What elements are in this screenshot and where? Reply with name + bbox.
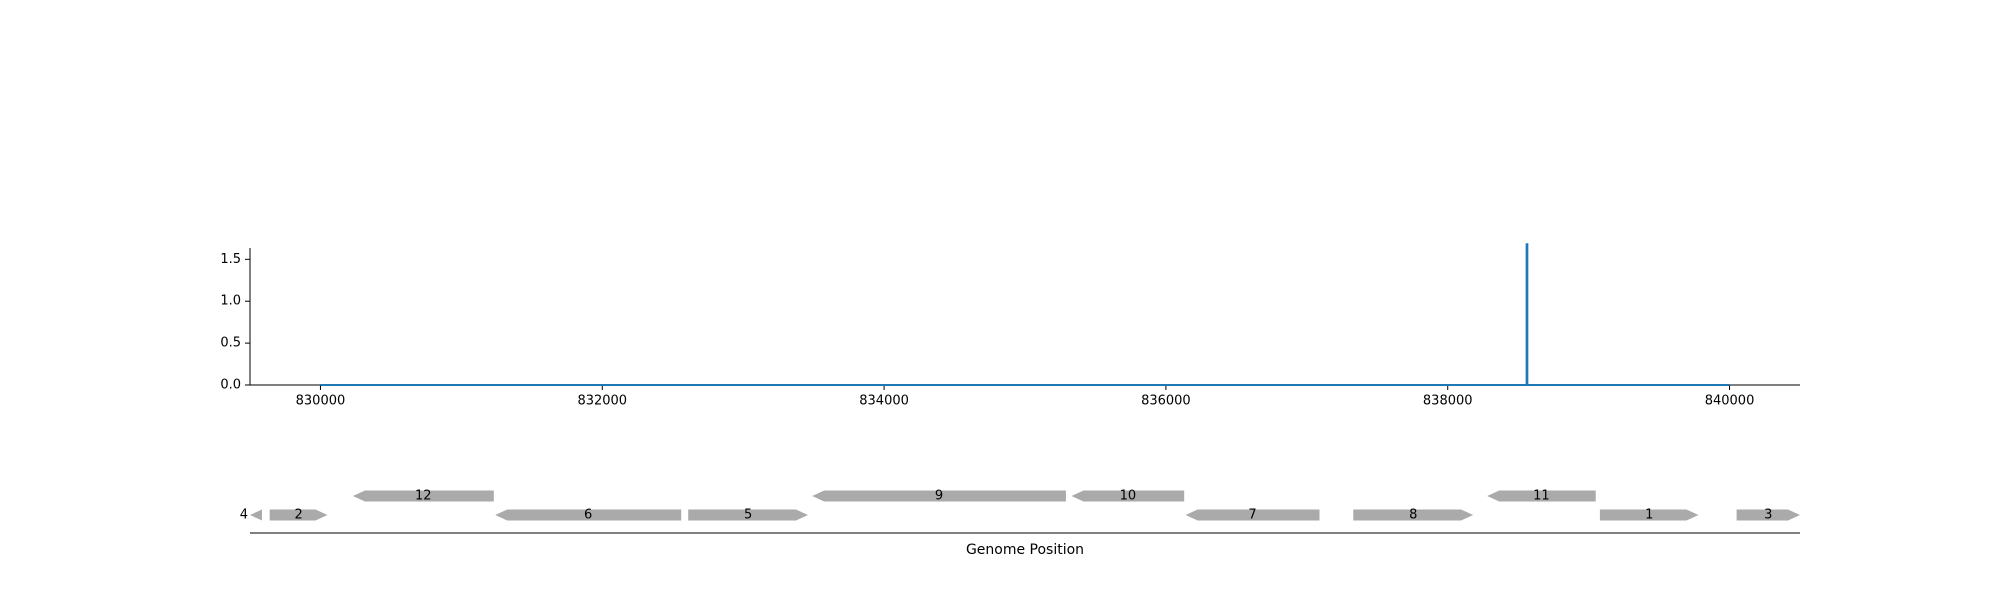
gene-arrow — [1185, 509, 1320, 521]
gene-label: 12 — [415, 489, 432, 504]
y-ticks: 0.0 0.5 1.0 1.5 — [220, 252, 250, 393]
gene-label: 5 — [744, 508, 752, 523]
y-tick-label: 1.0 — [220, 294, 241, 309]
x-tick-label: 838000 — [1423, 394, 1473, 409]
gene-1: 1 — [1599, 508, 1699, 523]
gene-arrow — [352, 490, 494, 502]
gene-10: 10 — [1071, 489, 1185, 504]
gene-arrow — [1353, 509, 1474, 521]
gene-label: 9 — [935, 489, 943, 504]
gene-label: 11 — [1533, 489, 1550, 504]
x-tick-label: 830000 — [296, 394, 346, 409]
gene-11: 11 — [1487, 489, 1596, 504]
gene-arrow — [688, 509, 808, 521]
gene-track-x-axis-label: Genome Position — [966, 542, 1084, 558]
gene-arrow — [1736, 509, 1800, 521]
gene-3: 3 — [1736, 508, 1800, 523]
gene-12: 12 — [352, 489, 494, 504]
gene-label: 8 — [1409, 508, 1417, 523]
gene-label: 1 — [1645, 508, 1653, 523]
gene-5: 5 — [688, 508, 808, 523]
gene-arrow — [1071, 490, 1185, 502]
y-tick-label: 0.0 — [220, 378, 241, 393]
gene-8: 8 — [1353, 508, 1474, 523]
coverage-series-line — [320, 243, 1730, 386]
gene-arrow — [1487, 490, 1596, 502]
gene-arrow — [1599, 509, 1699, 521]
x-tick-label: 840000 — [1705, 394, 1755, 409]
gene-label: 6 — [584, 508, 592, 523]
gene-label: 3 — [1764, 508, 1772, 523]
gene-6: 6 — [495, 508, 682, 523]
gene-label: 2 — [294, 508, 302, 523]
gene-arrow — [269, 509, 328, 521]
gene-arrow — [812, 490, 1066, 502]
gene-2: 2 — [269, 508, 328, 523]
gene-label: 4 — [240, 508, 248, 523]
x-tick-label: 836000 — [1141, 394, 1191, 409]
coverage-plot: 0.0 0.5 1.0 1.5 830000 832000 834000 836000 838… — [220, 243, 1800, 409]
gene-arrow — [495, 509, 682, 521]
gene-7: 7 — [1185, 508, 1320, 523]
y-tick-label: 1.5 — [220, 252, 241, 267]
gene-label: 10 — [1120, 489, 1137, 504]
x-tick-label: 834000 — [859, 394, 909, 409]
gene-4: 4 — [240, 508, 262, 523]
gene-label: 7 — [1248, 508, 1256, 523]
y-tick-label: 0.5 — [220, 336, 241, 351]
x-tick-label: 832000 — [577, 394, 627, 409]
gene-9: 9 — [812, 489, 1066, 504]
x-ticks: 830000 832000 834000 836000 838000 840000 — [296, 385, 1755, 409]
gene-arrow — [250, 509, 262, 521]
